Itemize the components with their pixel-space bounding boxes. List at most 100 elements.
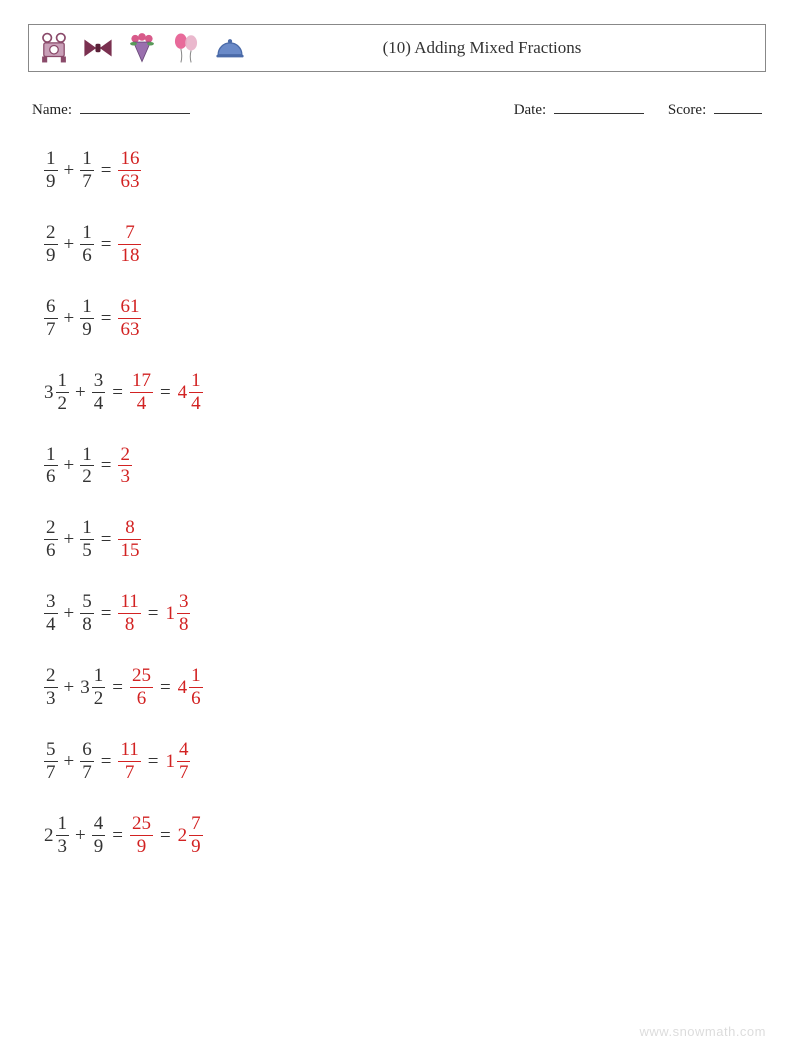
fraction: 16 — [80, 223, 94, 266]
answer-improper: 174 — [130, 371, 153, 414]
name-blank — [80, 113, 190, 114]
fraction: 23 — [118, 445, 132, 488]
denominator: 7 — [80, 172, 94, 192]
plus-operator: + — [64, 456, 75, 475]
balloons-icon — [169, 31, 203, 65]
plus-operator: + — [64, 161, 75, 180]
fraction: 12 — [80, 445, 94, 488]
equals-sign: = — [101, 752, 112, 771]
problem-row: 26+15=815 — [44, 518, 766, 561]
denominator: 8 — [177, 615, 191, 635]
plus-operator: + — [64, 678, 75, 697]
denominator: 63 — [118, 172, 141, 192]
fraction: 67 — [80, 740, 94, 783]
numerator: 1 — [44, 445, 58, 465]
numerator: 2 — [44, 518, 58, 538]
fraction: 26 — [44, 518, 58, 561]
fraction: 79 — [189, 814, 203, 857]
equals-sign: = — [112, 383, 123, 402]
denominator: 9 — [189, 837, 203, 857]
numerator: 7 — [189, 814, 203, 834]
problem-row: 5 7 +67 = 117 = 147 — [44, 740, 766, 783]
denominator: 2 — [80, 467, 94, 487]
score-blank — [714, 113, 762, 114]
numerator: 17 — [130, 371, 153, 391]
fraction: 19 — [44, 149, 58, 192]
numerator: 8 — [123, 518, 137, 538]
fraction: 16 — [44, 445, 58, 488]
denominator: 18 — [118, 246, 141, 266]
numerator: 16 — [118, 149, 141, 169]
numerator: 61 — [118, 297, 141, 317]
equals-sign: = — [101, 235, 112, 254]
score-label: Score: — [668, 102, 706, 118]
fraction: 815 — [118, 518, 141, 561]
problems-list: 19+17=166329+16=71867+19=6163312+34=174=… — [28, 149, 766, 857]
denominator: 2 — [92, 689, 106, 709]
mixed-whole: 1 — [165, 604, 175, 623]
denominator: 3 — [56, 837, 70, 857]
numerator: 6 — [80, 740, 94, 760]
denominator: 4 — [189, 394, 203, 414]
denominator: 7 — [80, 763, 94, 783]
header-bar: (10) Adding Mixed Fractions — [28, 24, 766, 72]
mixed-whole: 4 — [178, 383, 188, 402]
denominator: 8 — [123, 615, 137, 635]
denominator: 4 — [92, 394, 106, 414]
equals-sign: = — [112, 826, 123, 845]
numerator: 4 — [177, 740, 191, 760]
denominator: 9 — [44, 246, 58, 266]
watermark: www.snowmath.com — [640, 1024, 766, 1039]
answer-mixed: 147 — [165, 740, 190, 783]
numerator: 5 — [44, 740, 58, 760]
numerator: 11 — [118, 740, 140, 760]
answer-improper: 1663 — [118, 149, 141, 192]
plus-operator: + — [64, 604, 75, 623]
mixed-whole: 2 — [178, 826, 188, 845]
icecream-icon — [125, 31, 159, 65]
fraction: 718 — [118, 223, 141, 266]
numerator: 25 — [130, 666, 153, 686]
mixed-whole: 2 — [44, 826, 54, 845]
numerator: 2 — [44, 223, 58, 243]
numerator: 2 — [44, 666, 58, 686]
fraction: 47 — [177, 740, 191, 783]
mixed-whole: 1 — [165, 752, 175, 771]
fraction: 259 — [130, 814, 153, 857]
fraction: 23 — [44, 666, 58, 709]
numerator: 1 — [80, 149, 94, 169]
equals-sign: = — [101, 530, 112, 549]
answer-improper: 256 — [130, 666, 153, 709]
denominator: 6 — [44, 467, 58, 487]
denominator: 3 — [44, 689, 58, 709]
numerator: 1 — [56, 814, 70, 834]
equals-sign: = — [101, 309, 112, 328]
mixed-whole: 3 — [80, 678, 90, 697]
fraction: 13 — [56, 814, 70, 857]
date-label: Date: — [514, 102, 546, 118]
answer-improper: 118 — [118, 592, 140, 635]
numerator: 1 — [80, 223, 94, 243]
problem-row: 23+312=256=416 — [44, 666, 766, 709]
denominator: 9 — [92, 837, 106, 857]
fraction: 29 — [44, 223, 58, 266]
fraction: 256 — [130, 666, 153, 709]
name-label: Name: — [32, 102, 72, 118]
fraction: 58 — [80, 592, 94, 635]
numerator: 1 — [44, 149, 58, 169]
fraction: 19 — [80, 297, 94, 340]
denominator: 9 — [135, 837, 149, 857]
equals-sign: = — [148, 752, 159, 771]
fraction: 117 — [118, 740, 140, 783]
problem-row: 213+49=259=279 — [44, 814, 766, 857]
mixed-whole: 3 — [44, 383, 54, 402]
bowtie-icon — [81, 31, 115, 65]
numerator: 6 — [44, 297, 58, 317]
numerator: 1 — [80, 297, 94, 317]
plus-operator: + — [64, 752, 75, 771]
numerator: 3 — [92, 371, 106, 391]
answer-improper: 6163 — [118, 297, 141, 340]
denominator: 7 — [44, 320, 58, 340]
denominator: 4 — [44, 615, 58, 635]
mixed-whole: 4 — [178, 678, 188, 697]
